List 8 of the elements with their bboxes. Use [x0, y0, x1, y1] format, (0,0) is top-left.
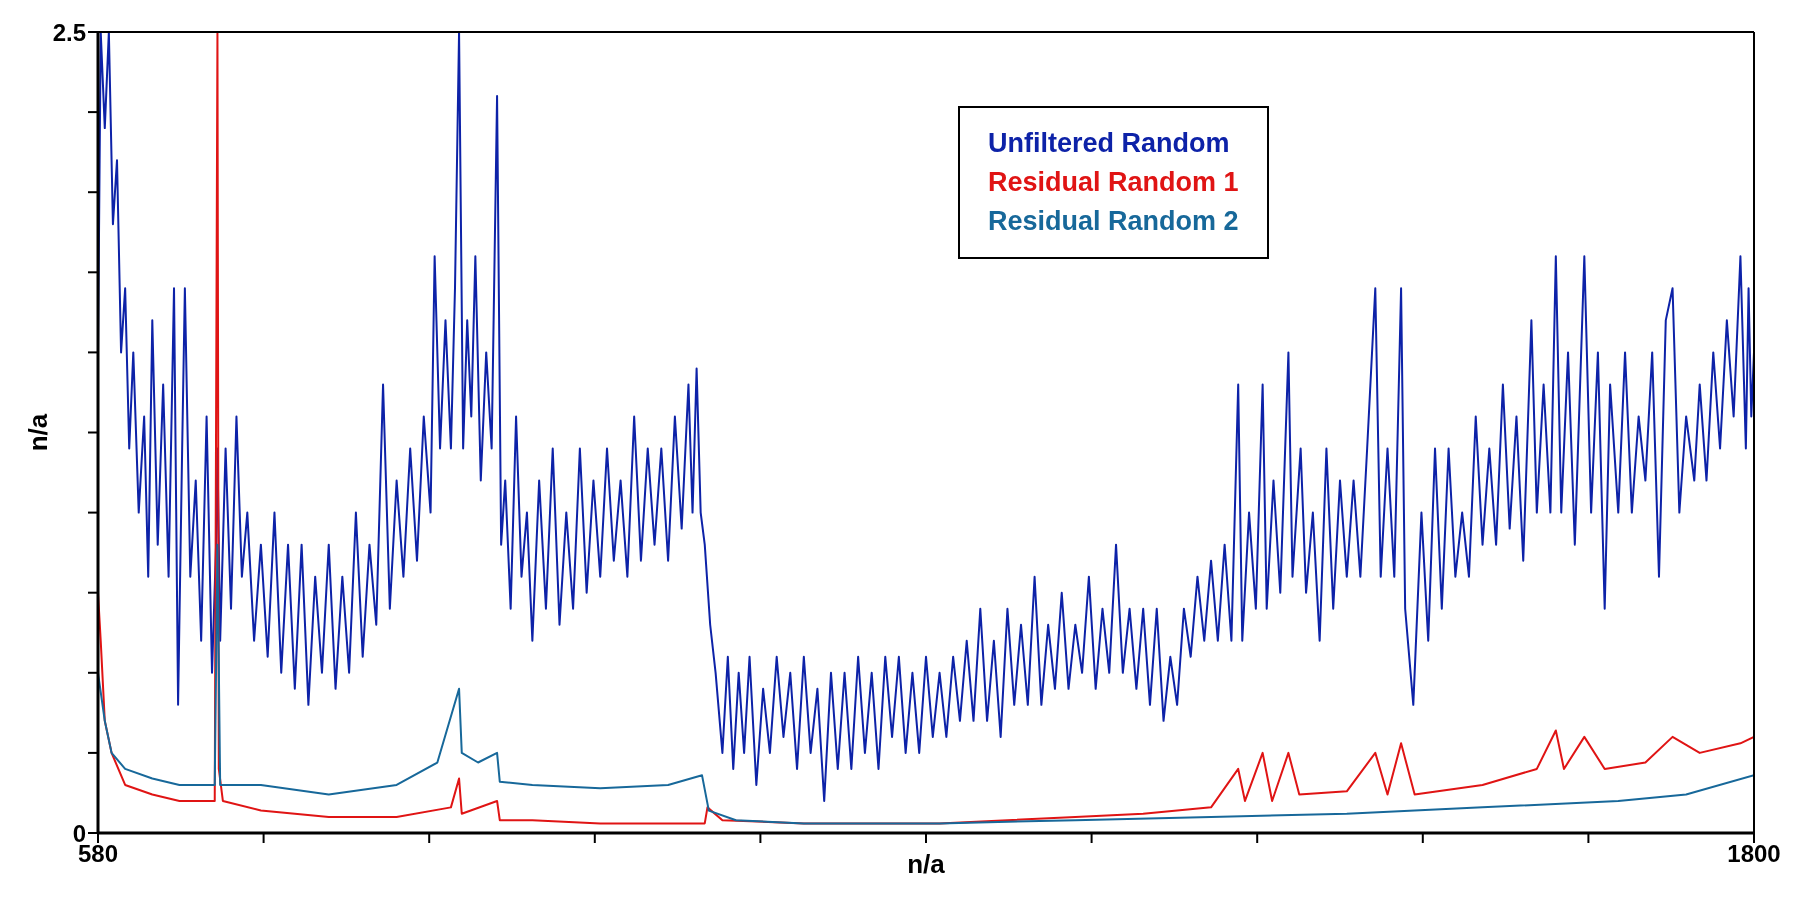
text: Unfiltered Random [988, 128, 1231, 159]
x-tick-label: 1800 [1727, 840, 1781, 868]
y-axis-title: n/a [23, 413, 54, 452]
y-tick-label: 2.5 [52, 18, 86, 46]
text: Residual Random 2 [988, 206, 1239, 237]
x-axis-title: n/a [907, 849, 946, 879]
text: Residual Random 1 [988, 167, 1239, 198]
line-series [98, 543, 1754, 825]
